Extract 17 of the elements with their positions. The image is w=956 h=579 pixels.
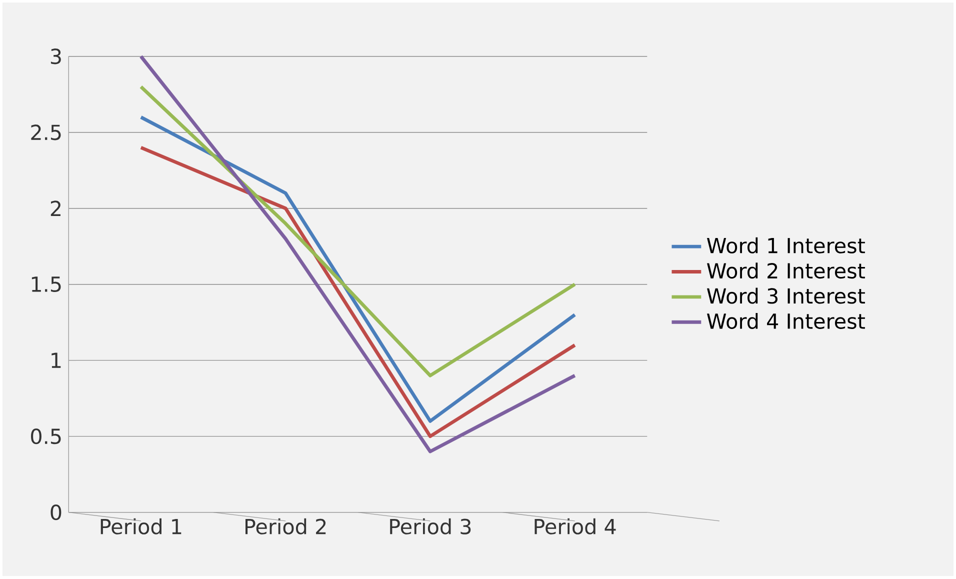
x-tick-label: Period 1 xyxy=(100,518,182,535)
legend-label: Word 3 Interest xyxy=(706,288,865,304)
y-tick-label: 2.5 xyxy=(31,124,61,140)
y-tick-label: 0 xyxy=(50,504,62,520)
line-series xyxy=(139,54,577,454)
x-tick-label: Period 2 xyxy=(246,518,326,535)
line-series xyxy=(139,85,577,378)
y-tick-label: 1.5 xyxy=(32,276,61,292)
x-tick-label: Period 3 xyxy=(390,518,471,535)
legend-label: Word 1 Interest xyxy=(706,238,865,254)
y-tick-label: 2 xyxy=(50,200,60,216)
y-tick-label: 1 xyxy=(52,353,61,368)
legend-label: Word 4 Interest xyxy=(706,313,865,330)
y-tick-label: 3 xyxy=(50,48,61,64)
legend-label: Word 2 Interest xyxy=(706,262,865,279)
y-tick-label: 0.5 xyxy=(31,428,61,444)
x-tick-label: Period 4 xyxy=(534,518,616,535)
